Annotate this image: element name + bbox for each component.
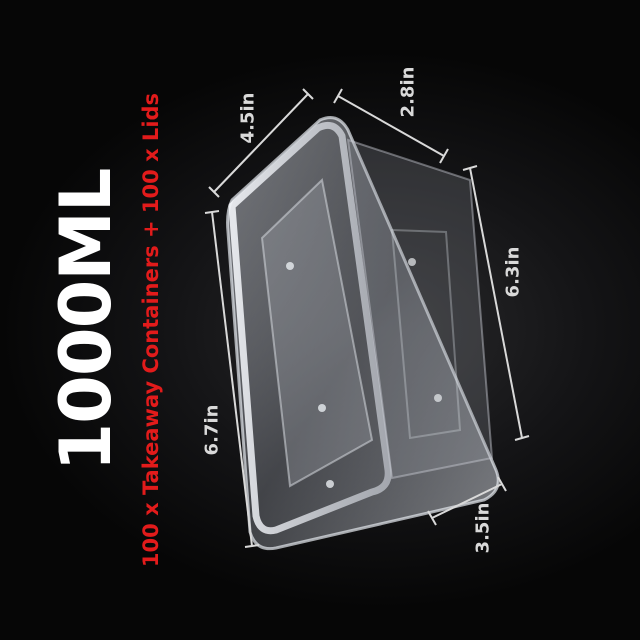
dimension-left-side: 6.7in xyxy=(201,404,223,456)
dimension-lines xyxy=(204,88,530,548)
dimension-top-length: 4.5in xyxy=(237,92,259,144)
dimension-top-width: 2.8in xyxy=(397,66,419,118)
dimension-bottom-width: 3.5in xyxy=(472,502,494,554)
container-body xyxy=(226,116,500,551)
capacity-title: 1000ML xyxy=(45,168,127,472)
package-contents-subtitle: 100 x Takeaway Containers + 100 x Lids xyxy=(139,92,163,568)
dimension-right-side: 6.3in xyxy=(502,246,524,298)
